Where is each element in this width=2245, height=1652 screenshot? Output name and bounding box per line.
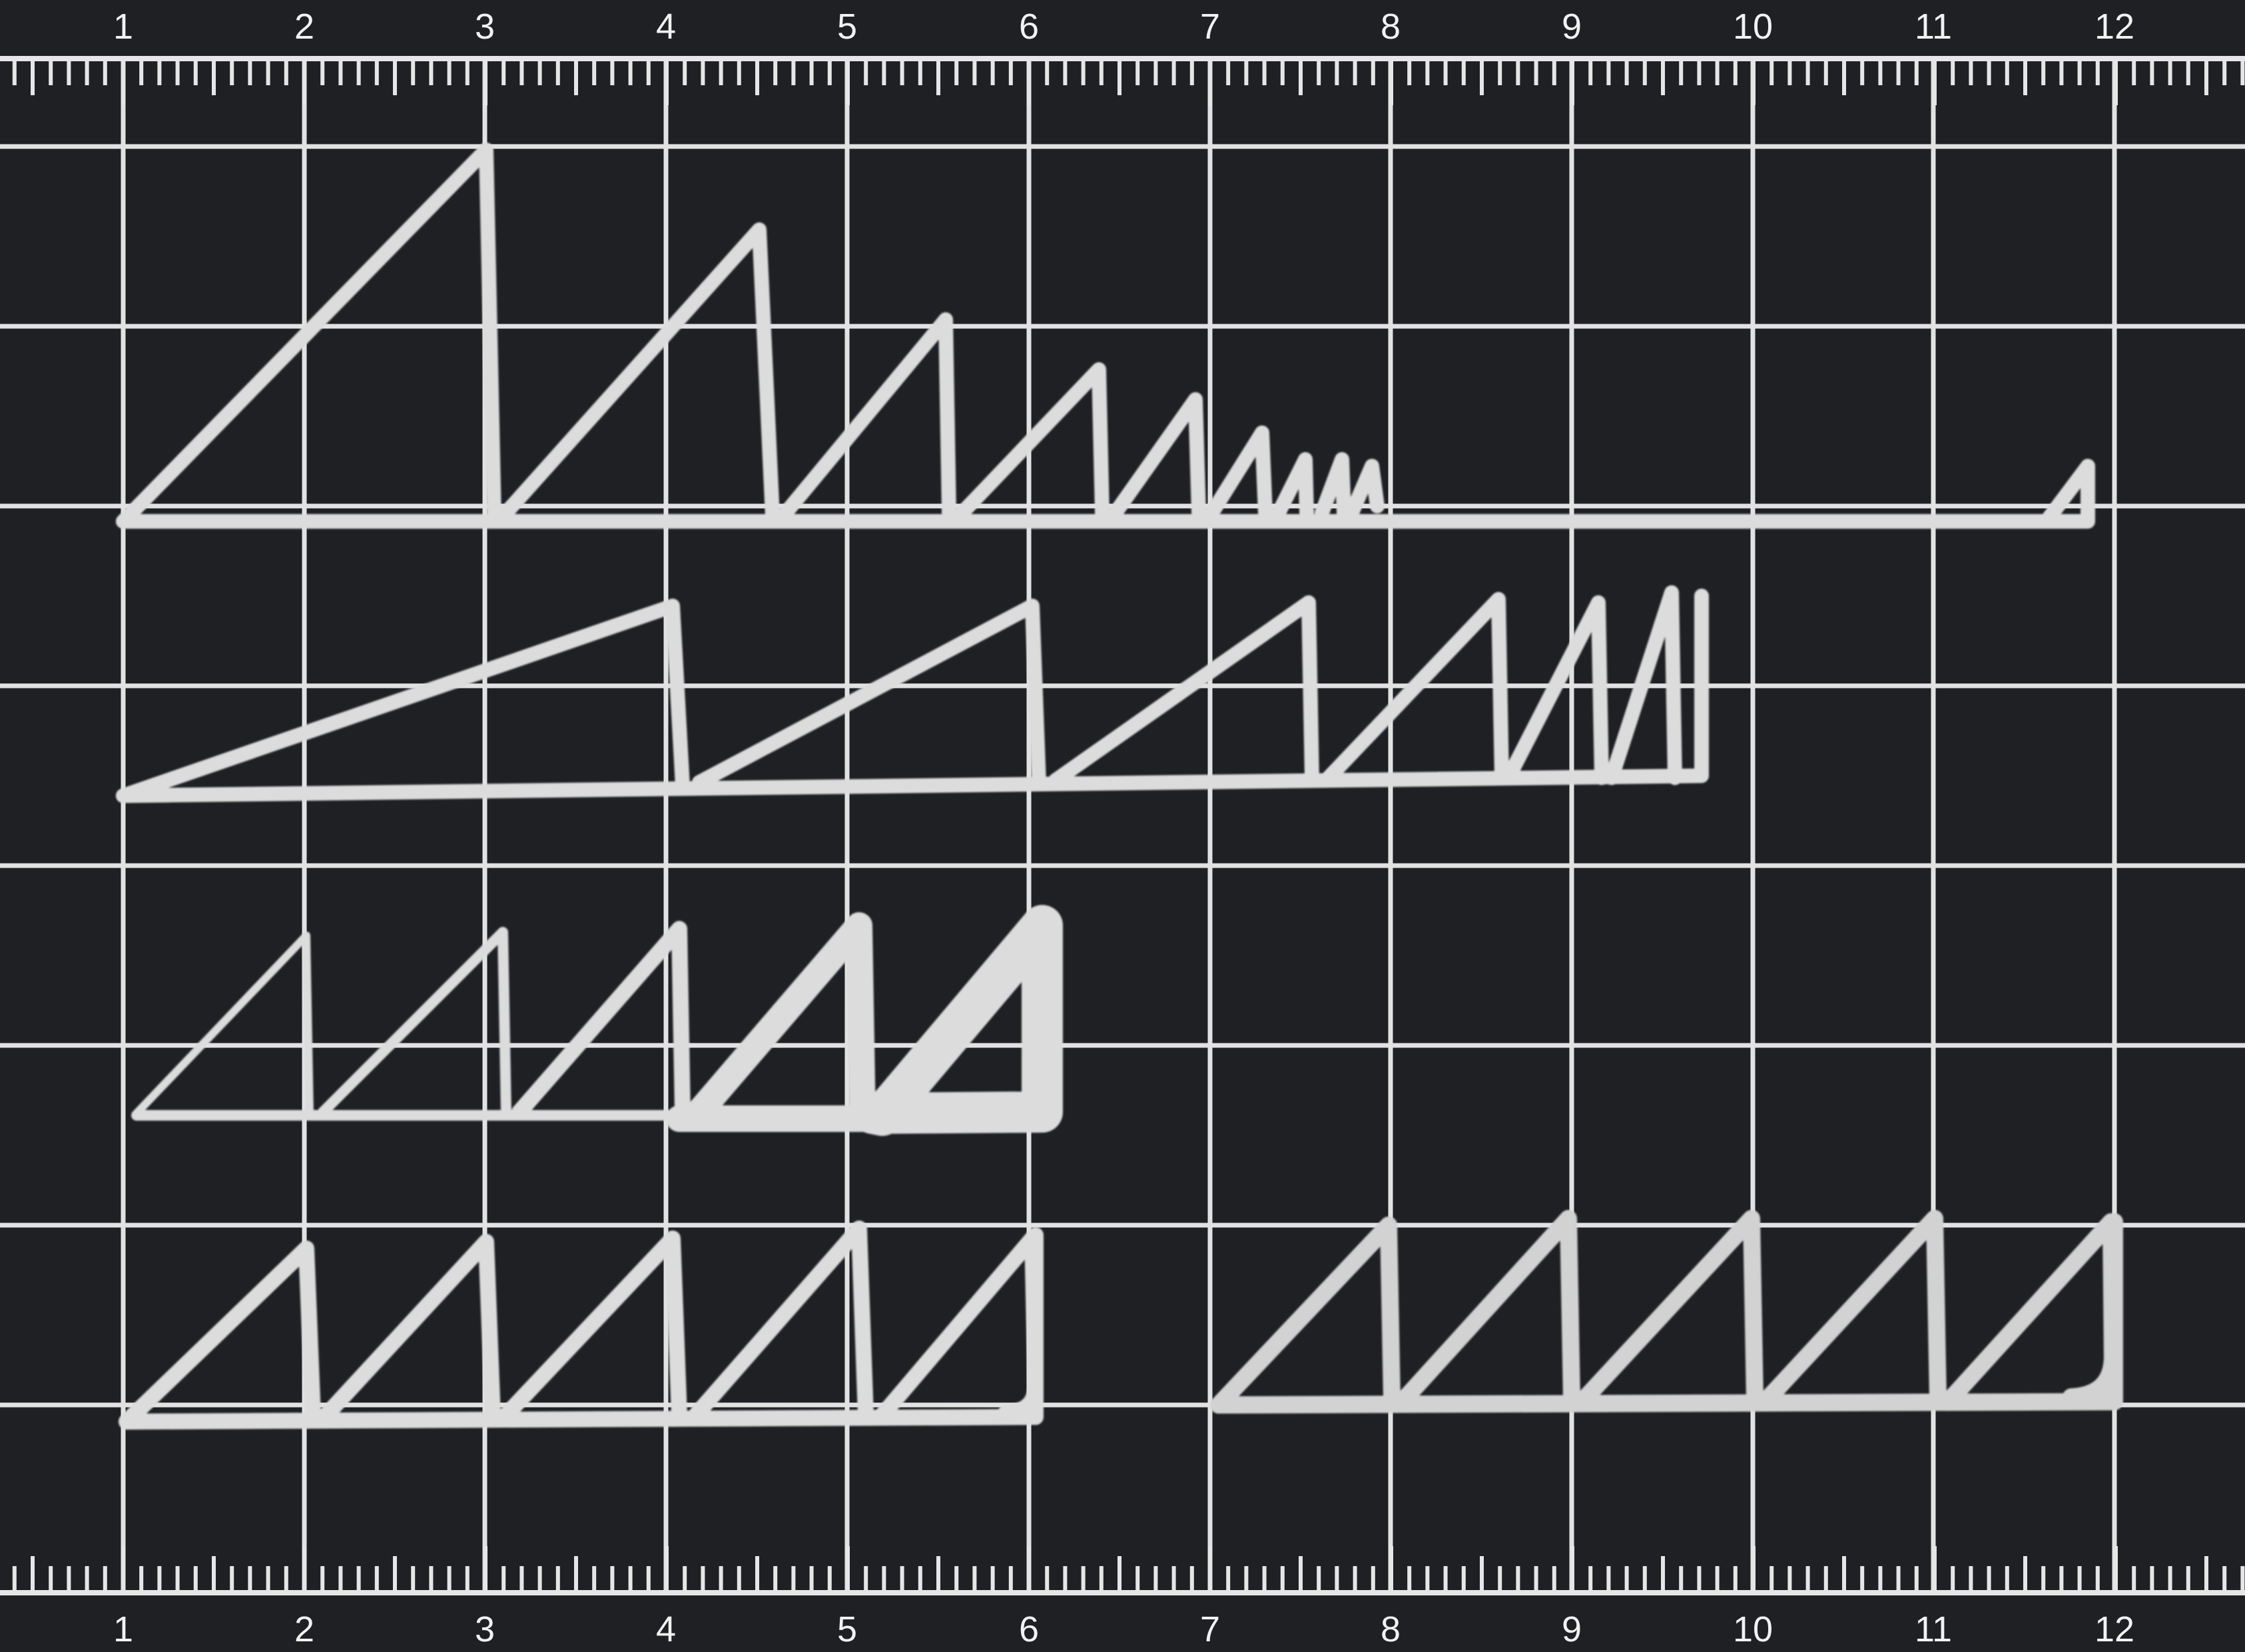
ruler-number: 4 [656,1609,676,1649]
ruler-number: 3 [475,1609,495,1649]
ruler-number: 12 [2094,1609,2134,1649]
ruler-number: 8 [1381,1609,1401,1649]
ruler-number: 4 [656,7,676,47]
ruler-number: 9 [1562,7,1582,47]
ruler-number: 8 [1381,7,1401,47]
ruler-number: 5 [837,7,857,47]
ruler-number: 10 [1733,1609,1773,1649]
ruler-number: 9 [1562,1609,1582,1649]
ruler-number: 1 [113,7,133,47]
ruler-number: 10 [1733,7,1773,47]
ruler-number: 7 [1200,1609,1220,1649]
ruler-number: 11 [1915,7,1952,47]
ruler-number: 2 [294,1609,314,1649]
ruler-number: 2 [294,7,314,47]
printed-truss-shallow [116,585,1709,803]
printed-truss-decreasing [116,142,2095,529]
ruler-number: 1 [113,1609,133,1649]
printed-truss-rounded-right [1210,1210,2123,1414]
ruler-number: 11 [1915,1609,1952,1649]
printed-truss-rounded-left [119,1221,1044,1430]
top-ruler: 1 2 3 4 5 6 7 8 9 10 11 12 [0,7,2245,105]
ruler-number: 3 [475,7,495,47]
ruler-number: 12 [2094,7,2134,47]
ruler-number: 6 [1019,1609,1039,1649]
ruler-number: 7 [1200,7,1220,47]
bottom-ruler: 1 2 3 4 5 6 7 8 9 10 11 12 [0,1546,2245,1649]
ruler-number: 6 [1019,7,1039,47]
printed-truss-thickness [131,905,1063,1136]
ruler-number: 5 [837,1609,857,1649]
